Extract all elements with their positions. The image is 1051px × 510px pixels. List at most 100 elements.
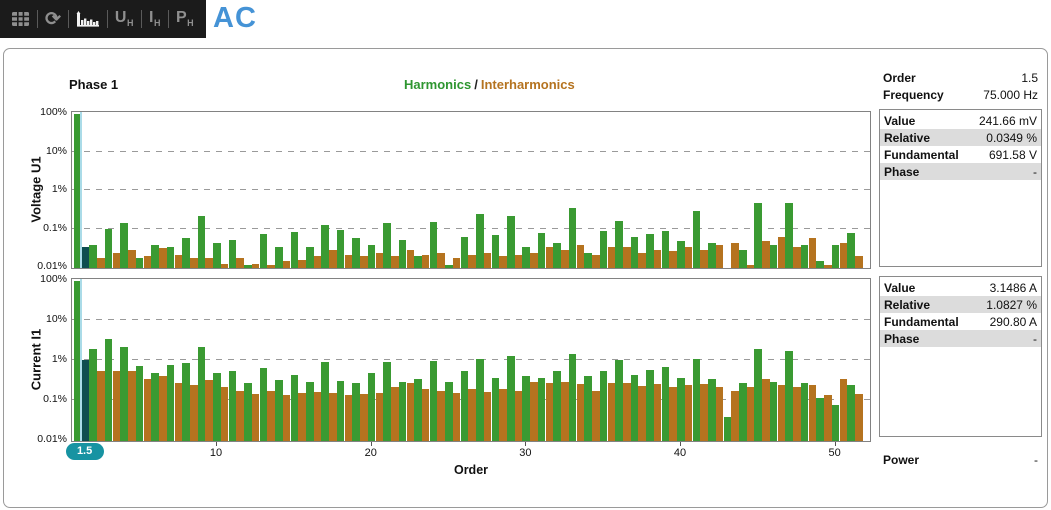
interharmonic-bar[interactable]: [452, 392, 461, 441]
harmonic-bar[interactable]: [89, 244, 97, 268]
interharmonic-bar[interactable]: [298, 260, 306, 268]
cursor-line[interactable]: [80, 112, 83, 268]
harmonic-bar[interactable]: [507, 216, 515, 268]
harmonic-bar[interactable]: [305, 247, 314, 268]
harmonic-bar[interactable]: [135, 258, 144, 268]
interharmonic-bar[interactable]: [128, 249, 136, 268]
harmonic-bar[interactable]: [166, 364, 175, 441]
harmonic-bar[interactable]: [661, 231, 670, 268]
selected-interharmonic-bar[interactable]: [81, 359, 90, 441]
interharmonic-bar[interactable]: [530, 381, 538, 441]
interharmonic-bar[interactable]: [545, 247, 554, 268]
interharmonic-bar[interactable]: [499, 388, 507, 441]
interharmonic-bar[interactable]: [854, 256, 863, 268]
harmonic-bar[interactable]: [336, 380, 345, 441]
interharmonic-bar[interactable]: [777, 236, 786, 268]
interharmonic-bar[interactable]: [437, 390, 445, 441]
interharmonic-bar[interactable]: [406, 249, 415, 268]
interharmonic-bar[interactable]: [174, 254, 183, 268]
harmonic-bar[interactable]: [692, 359, 701, 441]
interharmonic-bar[interactable]: [715, 387, 724, 441]
interharmonic-bar[interactable]: [112, 252, 121, 268]
interharmonic-bar[interactable]: [251, 393, 260, 441]
interharmonic-bar[interactable]: [159, 248, 167, 268]
cursor-order-badge[interactable]: 1.5: [65, 443, 104, 460]
harmonic-bar[interactable]: [769, 381, 778, 441]
interharmonic-bar[interactable]: [684, 247, 693, 268]
harmonic-bar[interactable]: [630, 236, 639, 268]
interharmonic-bar[interactable]: [824, 395, 832, 441]
harmonic-bar[interactable]: [739, 249, 747, 268]
current-harmonics-button[interactable]: IH: [144, 0, 166, 38]
interharmonic-bar[interactable]: [344, 395, 353, 441]
harmonics-chart-icon[interactable]: [71, 0, 105, 38]
harmonic-bar[interactable]: [615, 360, 623, 441]
harmonic-bar[interactable]: [522, 247, 531, 268]
harmonic-bar[interactable]: [275, 247, 283, 268]
harmonic-bar[interactable]: [429, 361, 438, 441]
interharmonic-bar[interactable]: [746, 264, 755, 268]
harmonic-bar[interactable]: [135, 366, 144, 441]
interharmonic-bar[interactable]: [360, 393, 368, 441]
harmonic-bar[interactable]: [553, 371, 561, 441]
interharmonic-bar[interactable]: [607, 383, 616, 441]
harmonic-bar[interactable]: [847, 233, 855, 268]
harmonic-bar[interactable]: [692, 211, 701, 268]
interharmonic-bar[interactable]: [143, 256, 152, 268]
interharmonic-bar[interactable]: [700, 384, 708, 441]
interharmonic-bar[interactable]: [777, 385, 786, 441]
harmonic-bar[interactable]: [553, 242, 561, 268]
harmonic-bar[interactable]: [213, 242, 221, 268]
interharmonic-bar[interactable]: [592, 390, 600, 441]
interharmonic-bar[interactable]: [421, 388, 430, 441]
interharmonic-bar[interactable]: [468, 388, 476, 441]
interharmonic-bar[interactable]: [205, 380, 213, 441]
harmonic-bar[interactable]: [89, 348, 97, 441]
harmonic-bar[interactable]: [259, 234, 268, 268]
harmonic-bar[interactable]: [708, 242, 716, 268]
interharmonic-bar[interactable]: [669, 250, 677, 268]
harmonic-bar[interactable]: [244, 264, 252, 268]
refresh-icon[interactable]: ⟳: [40, 0, 66, 38]
interharmonic-bar[interactable]: [205, 258, 213, 268]
interharmonic-bar[interactable]: [159, 376, 167, 441]
harmonic-bar[interactable]: [584, 252, 592, 268]
harmonic-bar[interactable]: [460, 371, 469, 441]
harmonic-bar[interactable]: [476, 214, 484, 268]
interharmonic-bar[interactable]: [143, 379, 152, 441]
interharmonic-bar[interactable]: [499, 256, 507, 268]
harmonic-bar[interactable]: [352, 238, 360, 268]
interharmonic-bar[interactable]: [189, 385, 198, 441]
interharmonic-bar[interactable]: [653, 249, 662, 268]
harmonic-bar[interactable]: [831, 404, 840, 441]
harmonic-bar[interactable]: [537, 233, 546, 268]
harmonic-bar[interactable]: [769, 244, 778, 268]
interharmonic-bar[interactable]: [669, 387, 677, 441]
cursor-line[interactable]: [80, 279, 83, 441]
power-harmonics-button[interactable]: PH: [171, 0, 199, 38]
harmonic-bar[interactable]: [244, 383, 252, 441]
interharmonic-bar[interactable]: [483, 252, 492, 268]
harmonic-bar[interactable]: [491, 377, 500, 441]
harmonic-bar[interactable]: [120, 222, 128, 268]
harmonic-bar[interactable]: [182, 238, 190, 268]
interharmonic-bar[interactable]: [808, 385, 817, 441]
interharmonic-bar[interactable]: [653, 384, 662, 441]
selected-interharmonic-bar[interactable]: [81, 247, 90, 268]
interharmonic-bar[interactable]: [746, 387, 755, 441]
harmonic-bar[interactable]: [661, 367, 670, 441]
interharmonic-bar[interactable]: [623, 247, 631, 268]
interharmonic-bar[interactable]: [391, 387, 399, 441]
harmonic-bar[interactable]: [599, 371, 608, 441]
interharmonic-bar[interactable]: [839, 379, 848, 441]
harmonic-bar[interactable]: [630, 374, 639, 441]
interharmonic-bar[interactable]: [731, 242, 739, 268]
harmonic-bar[interactable]: [74, 114, 82, 268]
harmonic-bar[interactable]: [646, 369, 654, 441]
interharmonic-bar[interactable]: [839, 242, 848, 268]
harmonic-bar[interactable]: [677, 377, 685, 441]
harmonic-bar[interactable]: [522, 376, 531, 441]
interharmonic-bar[interactable]: [762, 379, 770, 441]
harmonic-bar[interactable]: [151, 244, 159, 268]
harmonic-bar[interactable]: [599, 231, 608, 268]
